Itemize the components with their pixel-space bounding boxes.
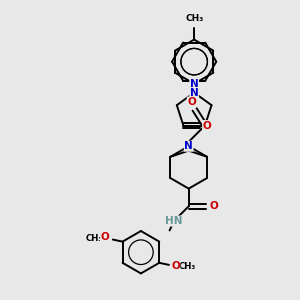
Text: CH₃: CH₃: [185, 14, 203, 23]
Text: N: N: [190, 88, 199, 98]
Text: CH₃: CH₃: [178, 262, 196, 271]
Text: O: O: [171, 261, 180, 271]
Text: O: O: [202, 121, 211, 130]
Text: HN: HN: [165, 216, 183, 226]
Text: N: N: [190, 79, 199, 89]
Text: O: O: [100, 232, 109, 242]
Text: CH₃: CH₃: [85, 234, 103, 243]
Text: N: N: [184, 141, 193, 151]
Text: O: O: [209, 201, 218, 211]
Text: O: O: [187, 97, 196, 107]
